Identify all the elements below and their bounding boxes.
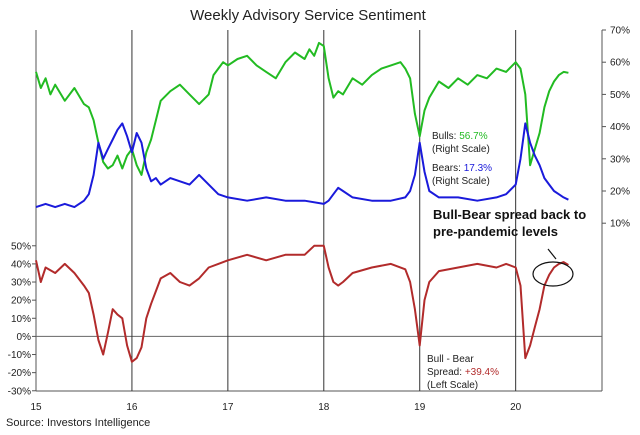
right-tick-label: 40% [610, 122, 630, 133]
spread-annotation-label: Bull - Bear [427, 354, 474, 365]
left-tick-label: -20% [8, 368, 31, 379]
x-tick-label: 17 [222, 402, 234, 413]
bears-series-line [35, 122, 569, 209]
left-tick-label: -30% [8, 386, 31, 397]
x-tick-label: 19 [414, 402, 426, 413]
right-tick-label: 30% [610, 154, 630, 165]
callout-line-1: Bull-Bear spread back to [433, 207, 586, 222]
right-tick-label: 50% [610, 90, 630, 101]
bears-annotation: Bears: 17.3% [432, 163, 492, 174]
bulls-scale-note: (Right Scale) [432, 144, 490, 155]
spread-series-line [35, 244, 569, 363]
x-tick-label: 16 [126, 402, 138, 413]
right-tick-label: 60% [610, 58, 630, 69]
axis-ticks: 15 16 17 18 19 20 50% 40% 30% 20% 10% 0% -10% -20% -30… [8, 26, 630, 414]
x-tick-label: 20 [510, 402, 522, 413]
year-gridlines [131, 30, 517, 391]
callout-pointer [547, 248, 557, 260]
left-tick-label: 10% [11, 314, 31, 325]
source-note: Source: Investors Intelligence [6, 417, 150, 429]
spread-annotation-value: +39.4% [465, 367, 499, 378]
left-tick-label: 0% [17, 332, 32, 343]
left-tick-label: 30% [11, 278, 31, 289]
left-tick-label: 50% [11, 241, 31, 252]
x-tick-label: 15 [30, 402, 42, 413]
x-tick-label: 18 [318, 402, 330, 413]
bulls-annotation-label: Bulls: [432, 131, 459, 142]
chart-title: Weekly Advisory Service Sentiment [190, 7, 426, 24]
callout-line-2: pre-pandemic levels [433, 224, 558, 239]
bears-scale-note: (Right Scale) [432, 176, 490, 187]
plot-frame [35, 30, 603, 392]
spread-scale-note: (Left Scale) [427, 380, 478, 391]
left-tick-label: 20% [11, 296, 31, 307]
left-tick-label: 40% [11, 259, 31, 270]
right-tick-label: 20% [610, 187, 630, 198]
left-tick-label: -10% [8, 350, 31, 361]
series-layer [35, 41, 569, 363]
callout-circle [532, 261, 574, 287]
spread-annotation-prefix: Spread: [427, 367, 465, 378]
bears-annotation-label: Bears: [432, 163, 464, 174]
spread-annotation: Spread: +39.4% [427, 367, 499, 378]
right-tick-label: 70% [610, 26, 630, 37]
right-tick-label: 10% [610, 219, 630, 230]
bulls-series-line [35, 41, 569, 176]
bulls-annotation-value: 56.7% [459, 131, 487, 142]
bulls-annotation: Bulls: 56.7% [432, 131, 488, 142]
bears-annotation-value: 17.3% [464, 163, 492, 174]
